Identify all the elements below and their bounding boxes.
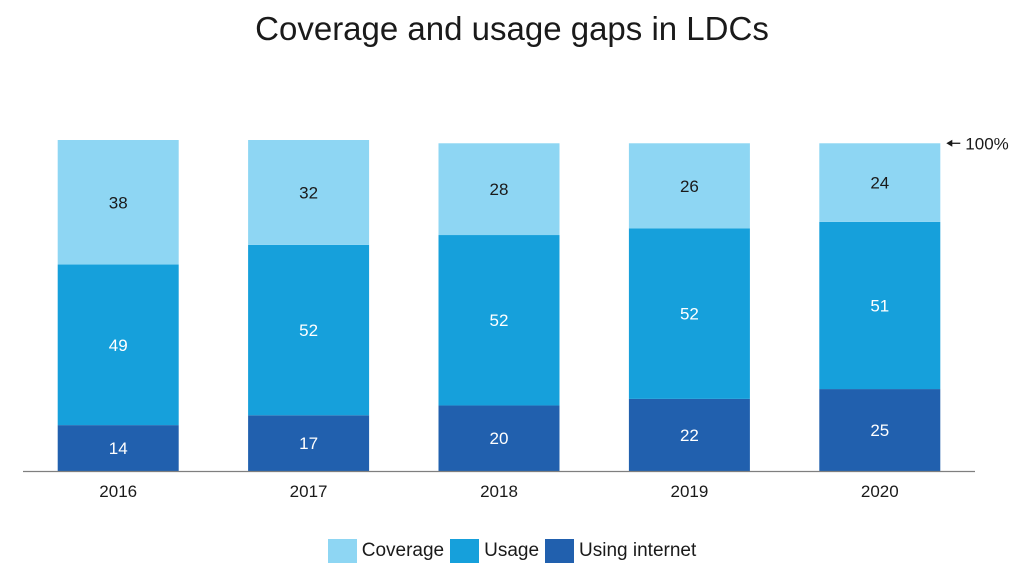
data-label-using-internet-2019: 22: [680, 426, 699, 445]
legend-label-using-internet: Using internet: [579, 540, 697, 561]
data-label-using-internet-2018: 20: [490, 429, 509, 448]
bar-segment-usage-2019: [628, 228, 750, 399]
data-label-using-internet-2017: 17: [299, 434, 318, 453]
bar-segment-using-internet-2018: [438, 405, 560, 471]
bar-segment-coverage-2017: [248, 140, 370, 245]
data-label-usage-2016: 49: [109, 336, 128, 355]
chart-title: Coverage and usage gaps in LDCs: [255, 10, 769, 47]
x-tick-labels: 2016 2017 2018 2019 2020: [99, 482, 898, 501]
data-label-usage-2017: 52: [299, 321, 318, 340]
bars-layer: 14 49 38 17 52 32 20 52 28 22 52 26 25 51 24: [57, 140, 941, 471]
data-label-coverage-2017: 32: [299, 183, 318, 202]
bar-segment-using-internet-2020: [819, 389, 941, 471]
data-label-usage-2018: 52: [490, 311, 509, 330]
bar-segment-usage-2016: [57, 264, 179, 426]
x-tick-label-2018: 2018: [480, 482, 518, 501]
legend-swatch-using-internet: [545, 539, 575, 563]
bar-segment-coverage-2019: [628, 143, 750, 229]
legend-label-usage: Usage: [484, 540, 540, 561]
bar-segment-usage-2017: [248, 244, 370, 416]
annotation-label-100-percent: 100%: [965, 134, 1008, 153]
annotation-layer: 100%: [946, 134, 1009, 153]
legend-item-using-internet: Using internet: [545, 539, 696, 563]
x-tick-label-2019: 2019: [670, 482, 708, 501]
data-label-usage-2020: 51: [870, 297, 889, 316]
legend-item-coverage: Coverage: [327, 539, 445, 563]
bar-segment-using-internet-2019: [628, 398, 750, 471]
x-tick-label-2020: 2020: [861, 482, 899, 501]
data-label-coverage-2020: 24: [870, 174, 889, 193]
data-label-using-internet-2016: 14: [109, 439, 128, 458]
data-label-using-internet-2020: 25: [870, 421, 889, 440]
legend-swatch-coverage: [327, 539, 357, 563]
legend-label-coverage: Coverage: [361, 540, 445, 561]
data-label-usage-2019: 52: [680, 305, 699, 324]
legend-swatch-usage: [450, 539, 480, 563]
bar-segment-usage-2018: [438, 235, 560, 406]
data-label-coverage-2018: 28: [490, 180, 509, 199]
bar-segment-usage-2020: [819, 221, 941, 390]
annotation-arrow-icon: [946, 139, 953, 147]
legend: Coverage Usage Using internet: [0, 539, 1024, 563]
data-label-coverage-2016: 38: [109, 193, 128, 212]
bar-segment-coverage-2018: [438, 143, 560, 236]
x-tick-label-2016: 2016: [99, 482, 137, 501]
x-tick-label-2017: 2017: [290, 482, 328, 501]
bar-segment-using-internet-2016: [57, 425, 179, 471]
legend-item-usage: Usage: [450, 539, 539, 563]
bar-segment-coverage-2016: [57, 140, 179, 265]
bar-segment-using-internet-2017: [248, 415, 370, 471]
data-label-coverage-2019: 26: [680, 177, 699, 196]
bar-segment-coverage-2020: [819, 143, 941, 222]
